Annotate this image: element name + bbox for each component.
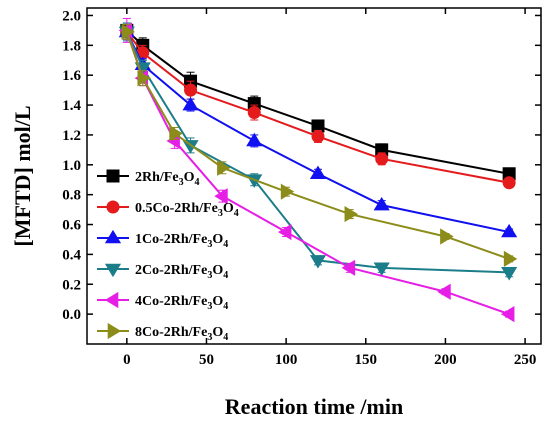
data-point [501, 267, 518, 281]
y-tick-label: 0.2 [62, 277, 81, 293]
y-tick-label: 1.2 [62, 128, 81, 144]
legend-label-sub: 3 [207, 332, 212, 343]
data-point [309, 165, 327, 180]
data-point [184, 83, 198, 97]
legend-item: 1Co-2Rh/Fe3O4 [97, 229, 228, 250]
legend-marker [104, 229, 122, 244]
data-point [214, 188, 228, 205]
series-6 [121, 23, 518, 267]
data-point [437, 283, 451, 300]
legend-label-mid: O [184, 170, 195, 185]
legend-label-main: 8Co-2Rh/Fe [135, 325, 207, 340]
x-tick-label: 50 [199, 352, 214, 368]
data-point [373, 262, 390, 277]
y-tick-label: 1.6 [62, 68, 81, 84]
legend-label-mid: O [212, 294, 223, 309]
legend-label-sub: 3 [207, 239, 212, 250]
x-tick-label: 150 [355, 352, 378, 368]
legend-label-main: 2Co-2Rh/Fe [135, 263, 207, 278]
legend-marker [107, 322, 122, 340]
x-axis-title: Reaction time /min [225, 394, 403, 419]
x-tick-label: 250 [514, 352, 537, 368]
data-point [280, 183, 295, 200]
legend-label: 2Rh/Fe3O4 [135, 170, 199, 188]
data-point [277, 223, 292, 241]
series-layer [118, 17, 518, 323]
data-point [311, 129, 325, 143]
y-tick-label: 0.8 [62, 188, 81, 204]
data-point [137, 70, 151, 87]
data-point [503, 250, 518, 267]
legend-label-sub: 3 [207, 270, 212, 281]
data-point [501, 223, 518, 238]
data-point [246, 132, 263, 147]
legend-label-main: 4Co-2Rh/Fe [135, 294, 207, 309]
data-point [169, 125, 183, 142]
legend-marker [104, 263, 122, 278]
legend-item: 8Co-2Rh/Fe3O4 [97, 322, 228, 343]
legend-label-sub: 4 [223, 332, 228, 343]
legend-marker [104, 291, 119, 309]
legend: 2Rh/Fe3O40.5Co-2Rh/Fe3O41Co-2Rh/Fe3O42Co… [97, 169, 239, 343]
legend-label-sub: 3 [207, 301, 212, 312]
x-tick-label: 200 [434, 352, 457, 368]
legend-label-sub: 4 [223, 270, 228, 281]
data-point [500, 306, 515, 323]
y-tick-label: 1.8 [62, 38, 81, 54]
plot-frame [86, 7, 542, 345]
legend-item: 4Co-2Rh/Fe3O4 [97, 291, 228, 312]
series-line [126, 31, 510, 184]
y-tick-label: 1.4 [62, 98, 81, 114]
y-axis-title: [MFTD] mol/L [10, 105, 35, 246]
data-point [373, 196, 390, 211]
legend-item: 2Rh/Fe3O4 [97, 169, 199, 188]
legend-marker [106, 200, 120, 214]
legend-label: 4Co-2Rh/Fe3O4 [135, 294, 228, 312]
legend-label: 1Co-2Rh/Fe3O4 [135, 232, 228, 250]
legend-label-sub: 3 [218, 208, 223, 219]
legend-label-sub: 4 [223, 239, 228, 250]
legend-label-mid: O [212, 232, 223, 247]
data-point [341, 259, 356, 276]
data-point [309, 255, 327, 269]
legend-label-main: 1Co-2Rh/Fe [135, 232, 207, 247]
legend-label-sub: 4 [223, 301, 228, 312]
y-tick-label: 0.4 [62, 247, 81, 263]
x-tick-label: 100 [275, 352, 298, 368]
axis-ticks: 0.0 0.2 0.4 0.6 0.8 1.0 1.2 1.4 1.6 1.8 2.0 0 50 100 1… [62, 8, 541, 368]
legend-label: 2Co-2Rh/Fe3O4 [135, 263, 228, 281]
legend-item: 0.5Co-2Rh/Fe3O4 [97, 200, 239, 219]
legend-label-mid: O [212, 325, 223, 340]
data-point [182, 96, 199, 111]
legend-label-mid: O [223, 201, 234, 216]
x-tick-label: 0 [123, 352, 131, 368]
legend-label-main: 0.5Co-2Rh/Fe [135, 201, 218, 216]
series-line [125, 31, 510, 260]
legend-label-main: 2Rh/Fe [135, 170, 179, 185]
data-point [217, 159, 231, 176]
legend-label-sub: 4 [234, 208, 239, 219]
legend-item: 2Co-2Rh/Fe3O4 [97, 263, 228, 281]
y-tick-label: 0.6 [62, 218, 81, 234]
legend-label: 0.5Co-2Rh/Fe3O4 [135, 201, 239, 219]
y-tick-label: 0.0 [62, 307, 81, 323]
data-point [247, 106, 261, 120]
y-tick-label: 2.0 [62, 8, 81, 24]
data-point [502, 176, 516, 190]
data-point [121, 23, 135, 40]
data-point [344, 205, 359, 223]
series-1 [120, 23, 516, 181]
data-point [375, 152, 389, 166]
y-tick-label: 1.0 [62, 158, 81, 174]
legend-marker [106, 169, 120, 183]
legend-label-sub: 4 [194, 177, 199, 188]
legend-label-sub: 3 [179, 177, 184, 188]
legend-label: 8Co-2Rh/Fe3O4 [135, 325, 228, 343]
data-point [440, 228, 454, 245]
legend-label-mid: O [212, 263, 223, 278]
